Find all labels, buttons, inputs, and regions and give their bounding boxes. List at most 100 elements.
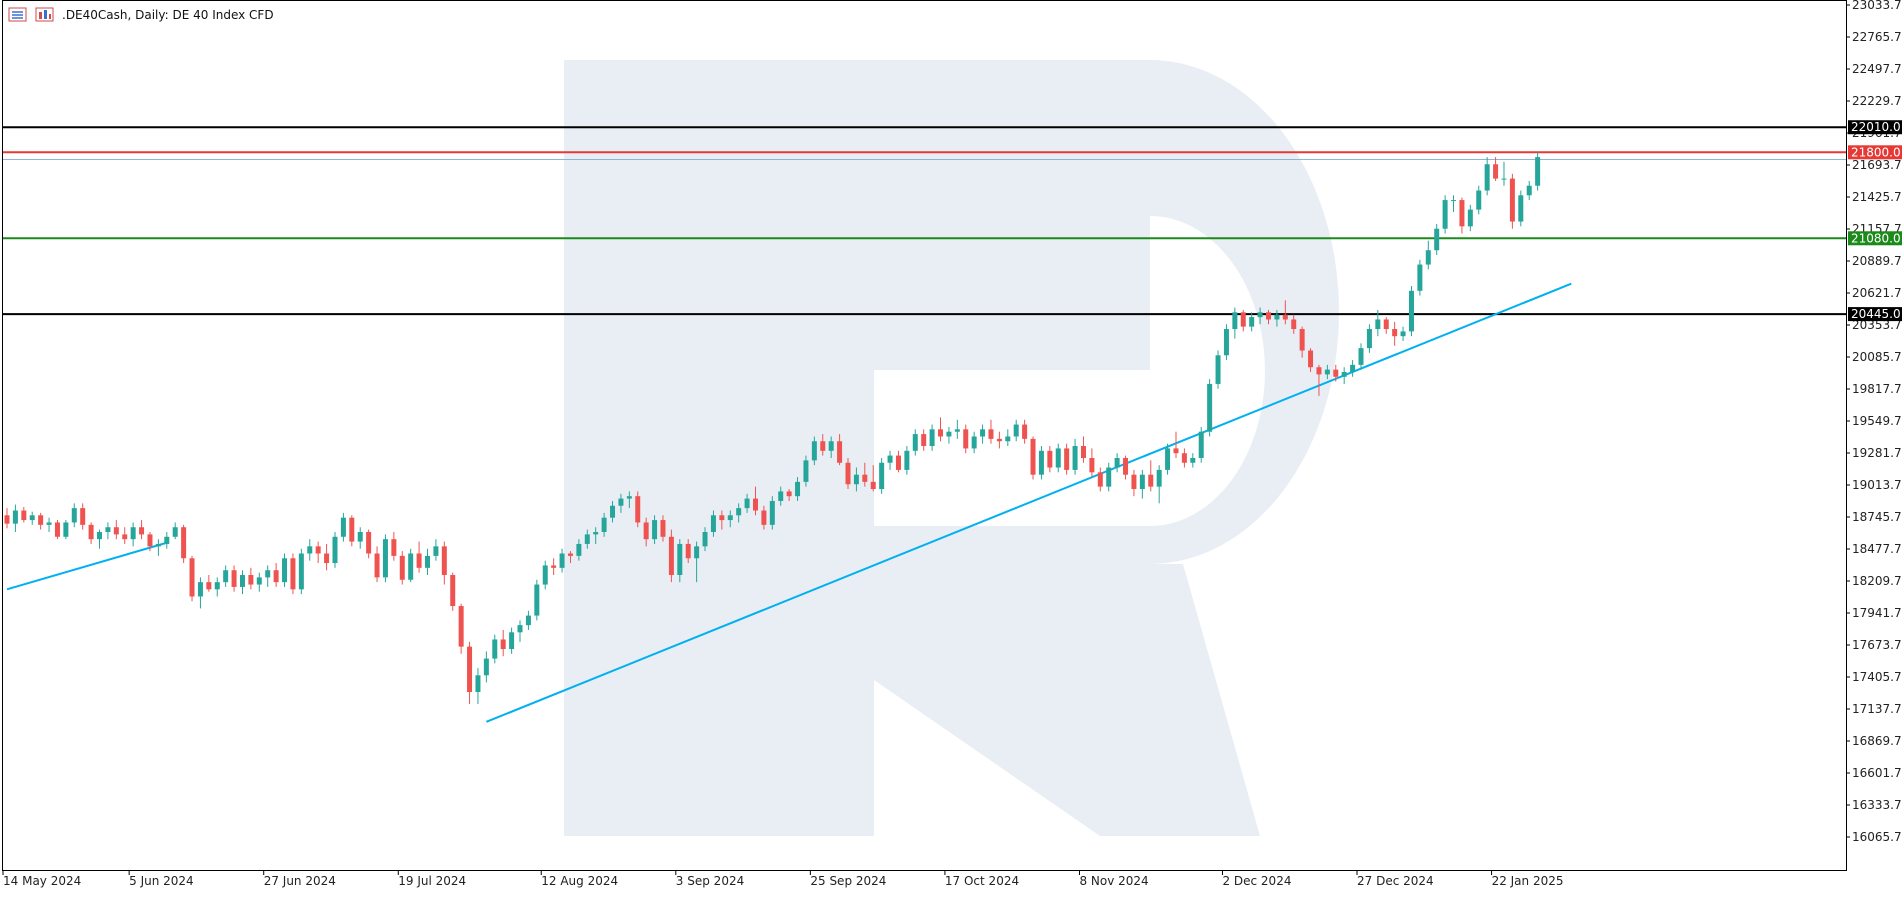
candle-bull <box>879 457 885 494</box>
y-tick-label: 21425.7 <box>1852 190 1902 204</box>
x-tick-label: 19 Jul 2024 <box>398 874 466 888</box>
price-axis[interactable]: 23033.722765.722497.722229.721961.721693… <box>1846 0 1902 844</box>
time-axis[interactable]: 14 May 2024 5 Jun 2024 27 Jun 2024 19 Jul 2… <box>2 870 1564 888</box>
y-tick-label: 20353.7 <box>1852 318 1902 332</box>
candle-body <box>164 536 170 544</box>
y-tick-label: 19549.7 <box>1852 414 1902 428</box>
chart-bars-icon[interactable] <box>35 7 54 22</box>
candle-bull <box>601 512 607 537</box>
candle-bull <box>1165 443 1171 475</box>
y-tick-label: 20085.7 <box>1852 350 1902 364</box>
candle-body <box>719 515 725 521</box>
candle-body <box>38 515 44 525</box>
candle-bear <box>1131 469 1137 497</box>
candle-body <box>29 515 35 521</box>
y-tick-label: 22229.7 <box>1852 94 1902 108</box>
candle-bull <box>610 500 616 523</box>
candle-bear <box>54 520 60 540</box>
y-tick-label: 16869.7 <box>1852 734 1902 748</box>
candle-bear <box>88 522 94 544</box>
x-tick-label: 5 Jun 2024 <box>129 874 194 888</box>
x-tick-label: 3 Sep 2024 <box>676 874 744 888</box>
candle-bull <box>1434 223 1440 255</box>
candle-body <box>744 498 750 509</box>
trendlines <box>6 282 1572 723</box>
candle-body <box>761 510 767 525</box>
candle-body <box>12 510 18 524</box>
y-tick-label: 16601.7 <box>1852 766 1902 780</box>
candle-bull <box>29 511 35 525</box>
candle-body <box>1123 457 1129 475</box>
candle-body <box>618 498 624 506</box>
candle-bull <box>744 493 750 513</box>
candle-body <box>1165 448 1171 470</box>
level-label-box <box>1848 231 1902 246</box>
candle-body <box>1030 438 1036 475</box>
candle-body <box>366 532 372 554</box>
candle-body <box>904 450 910 470</box>
candle-bull <box>946 426 952 444</box>
candle-bull <box>593 527 599 544</box>
candle-bear <box>752 486 758 516</box>
candle-body <box>601 517 607 533</box>
candle-bear <box>500 629 506 657</box>
candle-bull <box>172 522 178 540</box>
candle-bear <box>1173 431 1179 458</box>
candle-bull <box>1535 152 1541 191</box>
candle-body <box>1333 369 1339 377</box>
candle-body <box>88 524 94 540</box>
candle-body <box>626 496 632 499</box>
candle-body <box>559 553 565 568</box>
candle-bear <box>1148 460 1154 492</box>
candle-bull <box>239 570 245 595</box>
candle-body <box>492 639 498 659</box>
candle-body <box>702 532 708 547</box>
candle-bear <box>1459 197 1465 234</box>
candle-bear <box>1383 317 1389 334</box>
candle-body <box>1207 383 1213 432</box>
candle-bull <box>282 553 288 587</box>
candle-bull <box>652 515 658 544</box>
candle-bear <box>963 424 969 454</box>
candle-bear <box>206 574 212 592</box>
candle-body <box>1114 457 1120 468</box>
candle-bear <box>80 503 86 530</box>
candle-bull <box>155 539 161 556</box>
x-tick-label: 25 Sep 2024 <box>810 874 886 888</box>
x-tick-label: 14 May 2024 <box>3 874 81 888</box>
candle-body <box>820 441 826 451</box>
candle-bear <box>1266 309 1271 325</box>
candle-body <box>517 625 523 633</box>
candle-body <box>248 574 254 585</box>
candle-body <box>113 527 119 535</box>
candle-body <box>1064 448 1070 470</box>
list-icon[interactable] <box>8 7 27 22</box>
candle-body <box>1350 364 1356 373</box>
candle-body <box>1274 314 1280 320</box>
candle-body <box>980 429 986 437</box>
candle-body <box>239 574 245 587</box>
candle-bull <box>1139 469 1145 499</box>
y-tick-label: 19013.7 <box>1852 478 1902 492</box>
candle-bear <box>139 520 145 540</box>
candle-body <box>1249 317 1255 327</box>
candle-body <box>63 522 69 537</box>
candle-bull <box>1038 446 1044 480</box>
candle-bear <box>862 462 868 487</box>
candle-bull <box>677 539 683 583</box>
candle-body <box>54 522 60 537</box>
candle-bear <box>1080 436 1086 463</box>
candle-bull <box>1501 161 1507 186</box>
candle-bear <box>1316 364 1322 396</box>
candle-bull <box>694 541 700 583</box>
candle-bull <box>887 450 893 470</box>
candle-body <box>307 546 313 554</box>
candle-body <box>475 675 481 693</box>
trendline <box>485 282 1572 723</box>
candle-bear <box>567 551 573 564</box>
candle-body <box>1324 369 1330 375</box>
candle-body <box>1131 474 1137 490</box>
chart-header: .DE40Cash, Daily: DE 40 Index CFD <box>8 7 274 22</box>
candle-bear <box>399 551 405 585</box>
